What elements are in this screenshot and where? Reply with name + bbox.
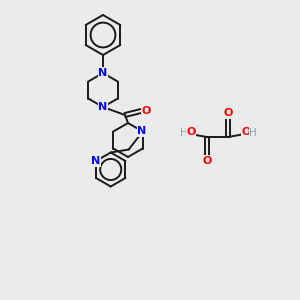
Text: H: H — [249, 128, 257, 138]
Text: O: O — [141, 106, 151, 116]
Text: O: O — [202, 156, 212, 166]
Text: H: H — [180, 128, 188, 138]
Text: N: N — [92, 156, 100, 166]
Text: O: O — [223, 108, 233, 118]
Text: N: N — [98, 68, 108, 78]
Text: N: N — [98, 102, 108, 112]
Text: O: O — [241, 127, 251, 137]
Text: O: O — [186, 127, 196, 137]
Text: N: N — [137, 127, 146, 136]
